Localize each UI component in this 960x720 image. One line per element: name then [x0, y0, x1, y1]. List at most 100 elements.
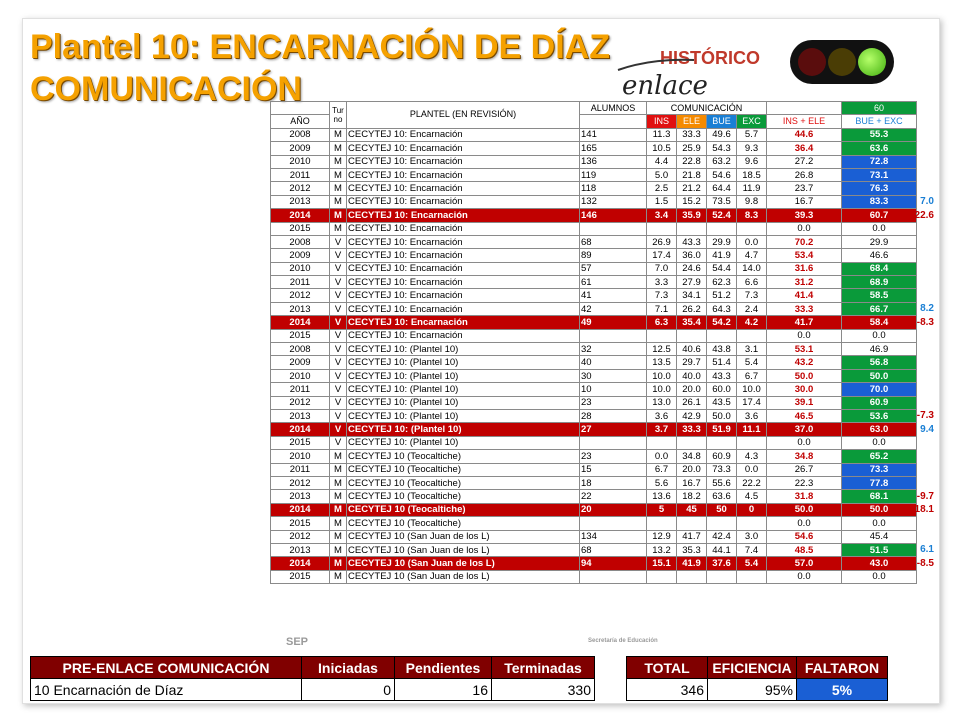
red-light-icon — [798, 48, 826, 76]
anio-cell: 2012 — [270, 288, 330, 303]
pre-enlace-header: PRE-ENLACE COMUNICACIÓN — [30, 656, 302, 679]
ele-cell — [676, 435, 707, 451]
exc-cell: 6.6 — [736, 275, 767, 290]
alumnos-cell: 61 — [579, 275, 647, 290]
eficiencia-value: 95% — [707, 678, 797, 701]
table-row: 2008 V CECYTEJ 10: (Plantel 10) 32 12.5 40.6 4… — [270, 342, 917, 357]
table-row: 2015 M CECYTEJ 10: Encarnación 0.0 0.0 — [270, 221, 917, 236]
ins-ele-cell: 44.6 — [766, 127, 842, 143]
table-row: 2010 V CECYTEJ 10: (Plantel 10) 30 10.0 40.0 4… — [270, 368, 917, 384]
plantel-cell: CECYTEJ 10: Encarnación — [346, 181, 580, 196]
table-row: 2008 V CECYTEJ 10: Encarnación 68 26.9 43.3 29… — [270, 234, 917, 250]
bue-exc-cell: 50.0 — [841, 368, 917, 384]
plantel-cell: CECYTEJ 10 (San Juan de los L) — [346, 569, 580, 585]
ins-cell: 7.3 — [646, 288, 677, 303]
ins-ele-cell: 26.8 — [766, 167, 842, 183]
anio-cell: 2010 — [270, 368, 330, 384]
exc-cell: 5.7 — [736, 127, 767, 143]
ele-cell: 33.3 — [676, 127, 707, 143]
bue-cell: 54.4 — [706, 261, 737, 277]
table-row: 2011 M CECYTEJ 10 (Teocaltiche) 15 6.7 20.0 73… — [270, 462, 917, 477]
faltaron-value: 5% — [796, 678, 888, 701]
ins-cell: 3.3 — [646, 275, 677, 290]
ins-ele-cell: 27.2 — [766, 154, 842, 169]
sep-logo-2: Secretaría de Educación — [588, 638, 658, 644]
alumnos-cell — [579, 435, 647, 451]
ins-ele-cell: 16.7 — [766, 194, 842, 210]
ele-cell: 45 — [676, 502, 707, 518]
ins-ele-cell: 54.6 — [766, 529, 842, 544]
ins-cell: 7.0 — [646, 261, 677, 277]
alumnos-cell: 118 — [579, 181, 647, 196]
ins-ele-cell: 0.0 — [766, 328, 842, 344]
alumnos-cell: 94 — [579, 556, 647, 571]
ins-cell: 3.6 — [646, 408, 677, 424]
exc-cell: 2.4 — [736, 301, 767, 317]
table-row: 2014 V CECYTEJ 10: (Plantel 10) 27 3.7 33.3 51… — [270, 422, 917, 437]
bue-exc-cell: 55.3 — [841, 127, 917, 143]
table-row: 2008 M CECYTEJ 10: Encarnación 141 11.3 33.3 4… — [270, 127, 917, 143]
alumnos-cell: 141 — [579, 127, 647, 143]
bue-exc-cell: 29.9 — [841, 234, 917, 250]
exc-cell: 9.3 — [736, 141, 767, 156]
bue-exc-cell: 77.8 — [841, 475, 917, 491]
ins-cell — [646, 516, 677, 531]
table-row: 2009 V CECYTEJ 10: (Plantel 10) 40 13.5 29.7 5… — [270, 355, 917, 370]
ele-cell: 27.9 — [676, 275, 707, 290]
ins-ele-cell: 0.0 — [766, 435, 842, 451]
bue-exc-cell: 68.9 — [841, 275, 917, 290]
ins-cell: 13.5 — [646, 355, 677, 370]
bue-exc-cell: 83.3 — [841, 194, 917, 210]
bue-cell: 60.0 — [706, 382, 737, 397]
bue-cell: 43.3 — [706, 368, 737, 384]
alumnos-cell: 49 — [579, 315, 647, 330]
plantel-cell: CECYTEJ 10: Encarnación — [346, 141, 580, 156]
plantel-cell: CECYTEJ 10: Encarnación — [346, 248, 580, 263]
table-row: 2015 M CECYTEJ 10 (San Juan de los L) 0.0 0.… — [270, 569, 917, 585]
ele-cell: 33.3 — [676, 422, 707, 437]
table-row: 2010 M CECYTEJ 10 (Teocaltiche) 23 0.0 34.8 60… — [270, 449, 917, 464]
bue-exc-cell: 0.0 — [841, 569, 917, 585]
ins-cell — [646, 328, 677, 344]
bue-cell — [706, 516, 737, 531]
bue-exc-cell: 46.6 — [841, 248, 917, 263]
alumnos-cell: 146 — [579, 208, 647, 223]
anio-cell: 2015 — [270, 569, 330, 585]
turno-cell: V — [329, 435, 347, 451]
turno-cell: V — [329, 248, 347, 263]
alumnos-cell — [579, 328, 647, 344]
svg-text:enlace: enlace — [622, 71, 708, 100]
ele-cell: 16.7 — [676, 475, 707, 491]
alumnos-cell: 15 — [579, 462, 647, 477]
difference-value: 7.0 — [920, 196, 934, 208]
table-row: 2009 M CECYTEJ 10: Encarnación 165 10.5 25.9 5… — [270, 141, 917, 156]
plantel-cell: CECYTEJ 10: (Plantel 10) — [346, 382, 580, 397]
table-row: 2013 V CECYTEJ 10: (Plantel 10) 28 3.6 42.9 50… — [270, 408, 917, 424]
enlace-logo: enlace — [617, 58, 708, 100]
bue-exc-cell: 0.0 — [841, 516, 917, 531]
difference-value: -8.3 — [916, 316, 934, 328]
exc-cell: 4.3 — [736, 449, 767, 464]
ins-cell: 10.5 — [646, 141, 677, 156]
anio-cell: 2011 — [270, 382, 330, 397]
turno-cell: M — [329, 221, 347, 236]
terminadas-value: 330 — [491, 678, 595, 701]
plantel-cell: CECYTEJ 10: (Plantel 10) — [346, 422, 580, 437]
bue-header: BUE — [706, 114, 737, 129]
turno-cell: M — [329, 154, 347, 169]
alumnos-cell: 22 — [579, 489, 647, 504]
ins-ele-cell: 31.8 — [766, 489, 842, 504]
ele-cell — [676, 221, 707, 236]
turno-cell: M — [329, 489, 347, 504]
ele-cell: 24.6 — [676, 261, 707, 277]
ins-cell: 5.6 — [646, 475, 677, 491]
plantel-cell: CECYTEJ 10 (San Juan de los L) — [346, 556, 580, 571]
ins-cell: 6.7 — [646, 462, 677, 477]
exc-cell: 4.2 — [736, 315, 767, 330]
turno-cell: M — [329, 194, 347, 210]
title-line-1: Plantel 10: ENCARNACIÓN DE DÍAZ — [30, 28, 610, 66]
bue-cell: 54.3 — [706, 141, 737, 156]
table-row: 2012 V CECYTEJ 10: Encarnación 41 7.3 34.1 51.… — [270, 288, 917, 303]
turno-cell: M — [329, 462, 347, 477]
pre-enlace-header-row: PRE-ENLACE COMUNICACIÓN Iniciadas Pendie… — [30, 656, 595, 679]
